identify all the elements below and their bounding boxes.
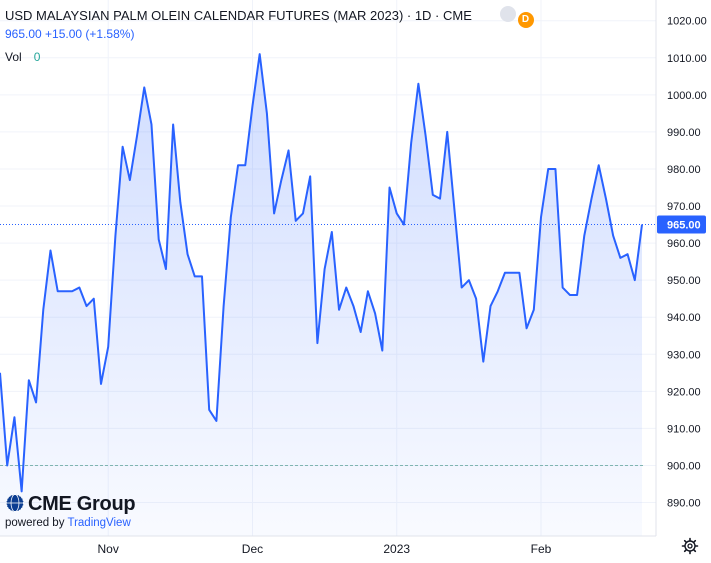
area-fill [0,54,642,536]
y-tick-label: 910.00 [667,423,701,435]
volume-readout: Vol 0 [5,50,40,64]
y-axis[interactable]: 890.00 900.00 910.00 920.00 930.00 940.00 950.… [655,0,707,536]
chart-header: USD MALAYSIAN PALM OLEIN CALENDAR FUTURE… [5,6,536,28]
powered-by-tradingview[interactable]: powered by TradingView [5,517,135,529]
y-tick-label: 900.00 [667,460,701,472]
x-tick-label: Nov [98,542,119,556]
price-change-readout: 965.00 +15.00 (+1.58%) [5,27,135,41]
x-axis[interactable]: Nov Dec 2023 Feb [0,535,656,556]
y-tick-label: 970.00 [667,201,701,213]
cme-logo-text: CME Group [28,493,136,515]
current-price-tag [657,215,706,234]
y-tick-label: 990.00 [667,127,701,139]
y-tick-label: 1000.00 [667,90,707,102]
chart-title: USD MALAYSIAN PALM OLEIN CALENDAR FUTURE… [5,8,472,23]
y-tick-label: 930.00 [667,349,701,361]
current-price-marker: 965.00 [657,215,706,234]
current-price-label: 965.00 [667,220,701,232]
y-tick-label: 980.00 [667,164,701,176]
globe-icon [6,494,24,512]
y-tick-label: 1020.00 [667,16,707,28]
delayed-data-badge[interactable]: D [517,12,534,28]
y-tick-label: 960.00 [667,238,701,250]
x-tick-label: Dec [242,542,263,556]
settings-gear-icon[interactable] [681,537,699,555]
cme-logo[interactable]: CME Group [5,493,136,516]
y-tick-label: 950.00 [667,275,701,287]
status-indicators[interactable]: D [499,6,536,28]
x-tick-label: 2023 [383,542,410,556]
cme-branding[interactable]: CME Group powered by TradingView [5,493,136,529]
price-line [0,53,643,493]
y-tick-label: 1010.00 [667,53,707,65]
powered-by-label: powered by [5,517,65,529]
tradingview-link[interactable]: TradingView [67,517,131,529]
y-tick-label: 890.00 [667,498,701,510]
x-tick-label: Feb [531,542,552,556]
price-series [0,53,643,493]
reference-lines [0,224,656,466]
volume-value: 0 [33,50,41,64]
market-status-icon[interactable] [499,6,516,22]
y-tick-label: 920.00 [667,386,701,398]
volume-label: Vol [5,50,22,64]
y-tick-label: 940.00 [667,312,701,324]
price-area [0,54,642,536]
